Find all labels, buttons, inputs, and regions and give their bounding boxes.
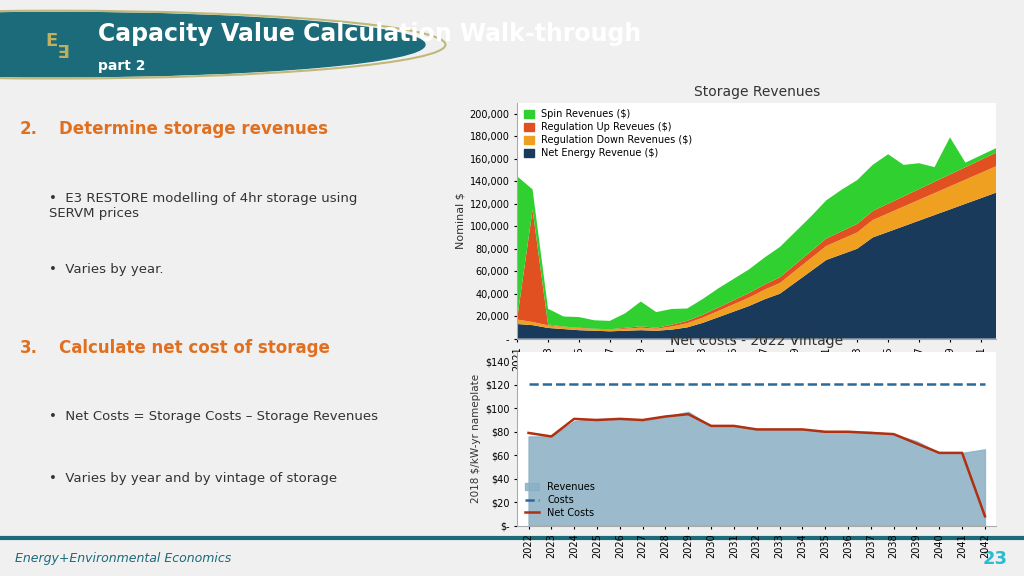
- Text: Determine storage revenues: Determine storage revenues: [59, 120, 328, 138]
- Text: •  Varies by year and by vintage of storage: • Varies by year and by vintage of stora…: [49, 472, 337, 485]
- Costs: [751, 380, 763, 387]
- Costs: [797, 380, 809, 387]
- Costs: [819, 380, 831, 387]
- Costs: [682, 380, 694, 387]
- Net Costs: [545, 433, 557, 440]
- Net Costs: [659, 413, 672, 420]
- Net Costs: [637, 416, 649, 423]
- Costs: [864, 380, 877, 387]
- Net Costs: [568, 415, 581, 422]
- Text: Calculate net cost of storage: Calculate net cost of storage: [59, 339, 330, 357]
- Costs: [933, 380, 945, 387]
- Costs: [956, 380, 969, 387]
- Text: •  Varies by year.: • Varies by year.: [49, 263, 164, 276]
- Net Costs: [613, 415, 626, 422]
- Costs: [637, 380, 649, 387]
- Costs: [522, 380, 535, 387]
- Net Costs: [591, 416, 603, 423]
- Costs: [591, 380, 603, 387]
- Net Costs: [751, 426, 763, 433]
- Net Costs: [705, 422, 717, 429]
- Net Costs: [888, 431, 900, 438]
- Net Costs: [842, 429, 854, 435]
- Net Costs: [728, 422, 740, 429]
- Text: Energy+Environmental Economics: Energy+Environmental Economics: [15, 552, 231, 565]
- Text: Capacity Value Calculation Walk-through: Capacity Value Calculation Walk-through: [98, 22, 642, 46]
- Text: 2.: 2.: [19, 120, 38, 138]
- Line: Net Costs: Net Costs: [528, 414, 985, 516]
- Net Costs: [933, 449, 945, 456]
- Text: •  Net Costs = Storage Costs – Storage Revenues: • Net Costs = Storage Costs – Storage Re…: [49, 410, 378, 423]
- Y-axis label: 2018 $/kW-yr nameplate: 2018 $/kW-yr nameplate: [471, 374, 480, 503]
- Text: E: E: [45, 32, 57, 50]
- Costs: [568, 380, 581, 387]
- Text: part 2: part 2: [98, 59, 145, 73]
- Text: 3.: 3.: [19, 339, 38, 357]
- Y-axis label: Nominal $: Nominal $: [456, 192, 465, 249]
- Costs: [728, 380, 740, 387]
- Title: Net Costs - 2022 Vintage: Net Costs - 2022 Vintage: [670, 334, 844, 348]
- Net Costs: [773, 426, 785, 433]
- Text: 23: 23: [983, 550, 1008, 567]
- Legend: Revenues, Costs, Net Costs: Revenues, Costs, Net Costs: [521, 478, 599, 522]
- Costs: [910, 380, 923, 387]
- Net Costs: [956, 449, 969, 456]
- Circle shape: [0, 13, 425, 77]
- Costs: [659, 380, 672, 387]
- Net Costs: [522, 430, 535, 437]
- Costs: [842, 380, 854, 387]
- Net Costs: [910, 440, 923, 447]
- Costs: [705, 380, 717, 387]
- Costs: [545, 380, 557, 387]
- Net Costs: [864, 430, 877, 437]
- Legend: Spin Revenues ($), Regulation Up Reveues ($), Regulation Down Revenues ($), Net : Spin Revenues ($), Regulation Up Reveues…: [520, 105, 696, 162]
- Net Costs: [682, 411, 694, 418]
- Costs: [773, 380, 785, 387]
- Net Costs: [797, 426, 809, 433]
- Text: E: E: [55, 39, 68, 57]
- Costs: [613, 380, 626, 387]
- Title: Storage Revenues: Storage Revenues: [693, 85, 820, 98]
- Net Costs: [979, 513, 991, 520]
- Net Costs: [819, 429, 831, 435]
- Costs: [979, 380, 991, 387]
- Text: •  E3 RESTORE modelling of 4hr storage using
SERVM prices: • E3 RESTORE modelling of 4hr storage us…: [49, 192, 357, 219]
- Costs: [888, 380, 900, 387]
